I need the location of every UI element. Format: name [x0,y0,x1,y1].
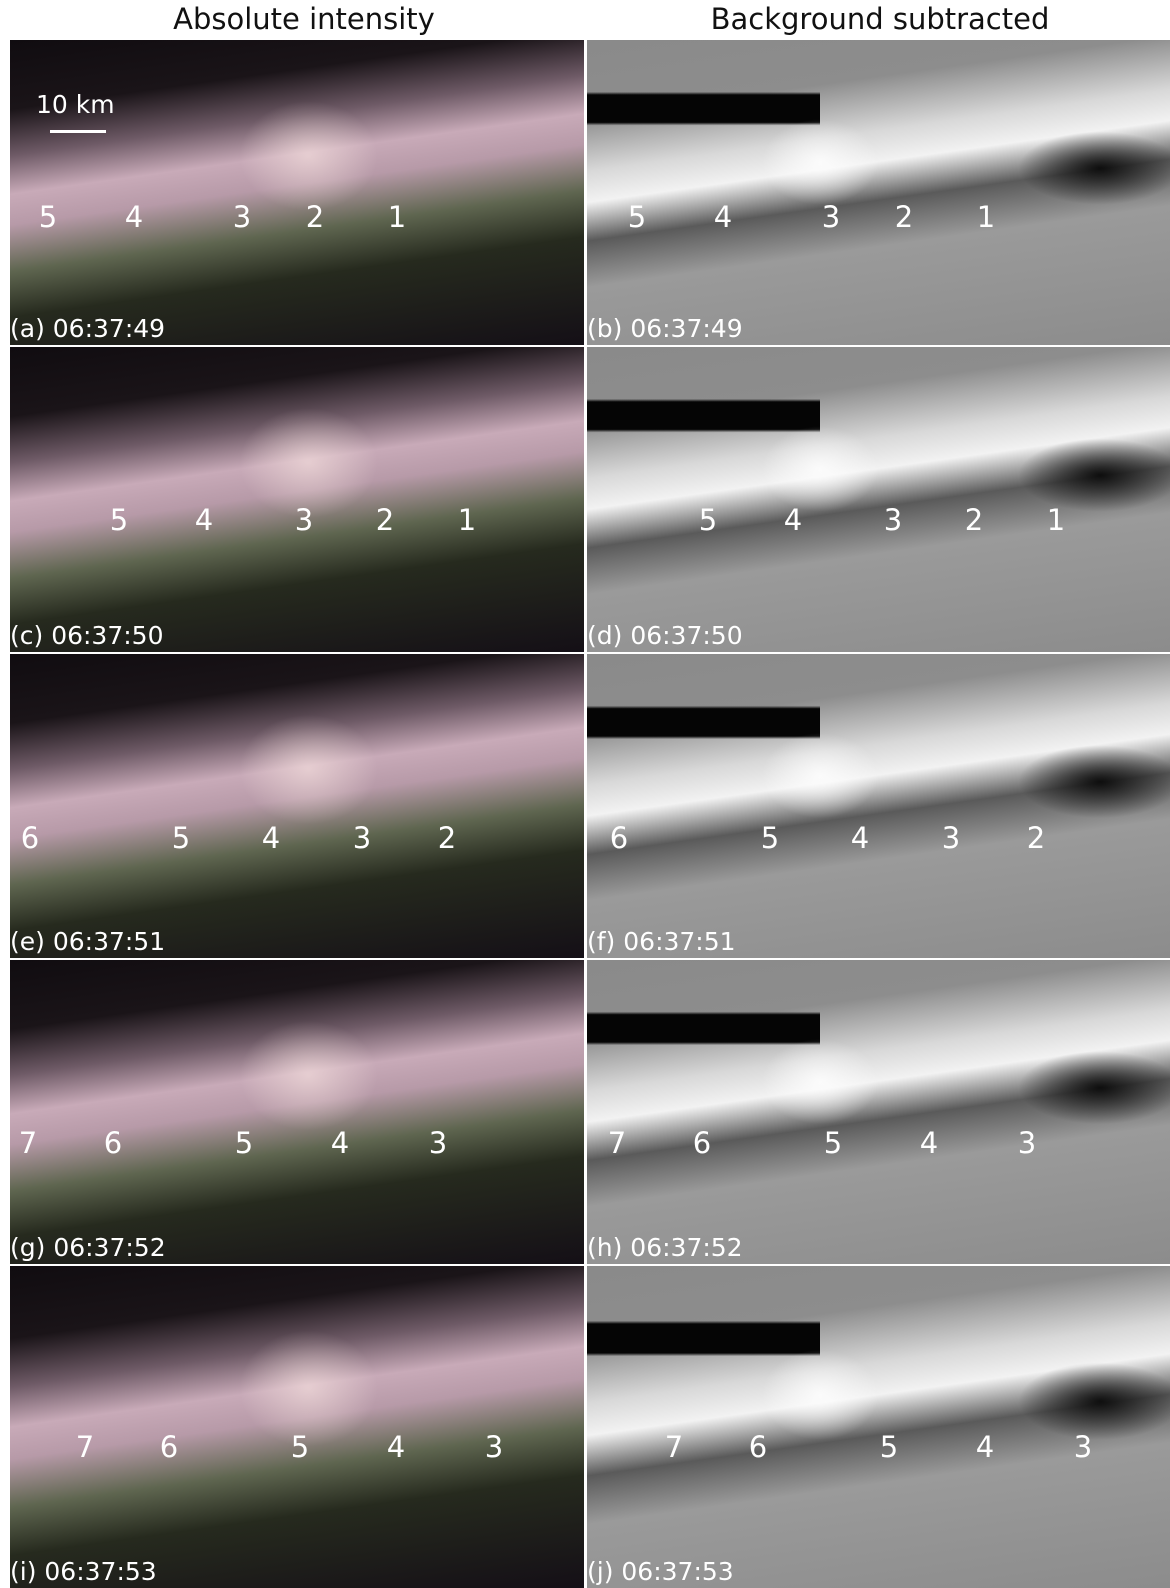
feature-number: 3 [485,1430,503,1464]
feature-number: 5 [172,821,190,855]
feature-number: 2 [306,200,324,234]
feature-number: 2 [376,503,394,537]
column-header: Background subtracted [590,2,1170,36]
feature-number: 2 [895,200,913,234]
feature-number: 6 [693,1126,711,1160]
feature-number: 2 [1027,821,1045,855]
feature-number: 6 [21,821,39,855]
feature-number: 3 [1018,1126,1036,1160]
feature-number: 5 [699,503,717,537]
scale-bar-label: 10 km [36,90,115,119]
figure: Absolute intensity Background subtracted… [0,0,1170,1588]
feature-number: 4 [262,821,280,855]
feature-number: 3 [884,503,902,537]
feature-number: 3 [942,821,960,855]
feature-number: 6 [104,1126,122,1160]
feature-number: 4 [331,1126,349,1160]
feature-number: 5 [235,1126,253,1160]
image-panel: 7 6 5 4 3 (g) 06:37:52 [10,960,584,1264]
feature-number: 7 [76,1430,94,1464]
image-panel: 5 4 3 2 1 (b) 06:37:49 [587,40,1170,345]
feature-number: 5 [824,1126,842,1160]
feature-number: 3 [295,503,313,537]
feature-number: 3 [233,200,251,234]
feature-number: 4 [851,821,869,855]
panel-label: (c) 06:37:50 [10,621,163,650]
panel-label: (d) 06:37:50 [587,621,743,650]
panel-label: (i) 06:37:53 [10,1557,157,1586]
image-panel: 6 5 4 3 2 (e) 06:37:51 [10,654,584,958]
image-panel: 7 6 5 4 3 (j) 06:37:53 [587,1266,1170,1588]
image-panel: 5 4 3 2 1 (d) 06:37:50 [587,347,1170,652]
feature-number: 7 [665,1430,683,1464]
feature-number: 3 [822,200,840,234]
column-header: Absolute intensity [14,2,594,36]
scale-bar [50,130,106,133]
feature-number: 4 [920,1126,938,1160]
feature-number: 5 [761,821,779,855]
image-panel: 5 4 3 2 1 (c) 06:37:50 [10,347,584,652]
feature-number: 5 [39,200,57,234]
panel-label: (g) 06:37:52 [10,1233,166,1262]
panel-label: (a) 06:37:49 [10,314,165,343]
feature-number: 4 [714,200,732,234]
feature-number: 1 [1047,503,1065,537]
feature-number: 7 [608,1126,626,1160]
feature-number: 5 [110,503,128,537]
feature-number: 6 [160,1430,178,1464]
panel-label: (j) 06:37:53 [587,1557,734,1586]
panel-label: (h) 06:37:52 [587,1233,743,1262]
feature-number: 5 [880,1430,898,1464]
feature-number: 2 [438,821,456,855]
feature-number: 1 [977,200,995,234]
feature-number: 6 [610,821,628,855]
image-panel: 7 6 5 4 3 (h) 06:37:52 [587,960,1170,1264]
panel-label: (b) 06:37:49 [587,314,743,343]
feature-number: 3 [353,821,371,855]
feature-number: 5 [628,200,646,234]
feature-number: 1 [388,200,406,234]
feature-number: 4 [784,503,802,537]
image-panel: 7 6 5 4 3 (i) 06:37:53 [10,1266,584,1588]
feature-number: 4 [387,1430,405,1464]
image-panel: 6 5 4 3 2 (f) 06:37:51 [587,654,1170,958]
feature-number: 3 [429,1126,447,1160]
feature-number: 4 [125,200,143,234]
image-panel: 5 4 3 2 1 (a) 06:37:49 10 km [10,40,584,345]
feature-number: 5 [291,1430,309,1464]
feature-number: 7 [19,1126,37,1160]
feature-number: 4 [195,503,213,537]
feature-number: 3 [1074,1430,1092,1464]
feature-number: 2 [965,503,983,537]
panel-label: (f) 06:37:51 [587,927,736,956]
feature-number: 4 [976,1430,994,1464]
feature-number: 1 [458,503,476,537]
feature-number: 6 [749,1430,767,1464]
panel-label: (e) 06:37:51 [10,927,165,956]
